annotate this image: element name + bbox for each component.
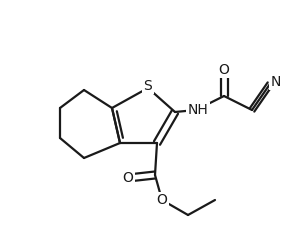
- Text: S: S: [144, 79, 152, 93]
- Text: N: N: [271, 75, 281, 89]
- Text: O: O: [218, 63, 230, 77]
- Text: NH: NH: [188, 103, 208, 117]
- Text: O: O: [156, 193, 168, 207]
- Text: O: O: [123, 171, 134, 185]
